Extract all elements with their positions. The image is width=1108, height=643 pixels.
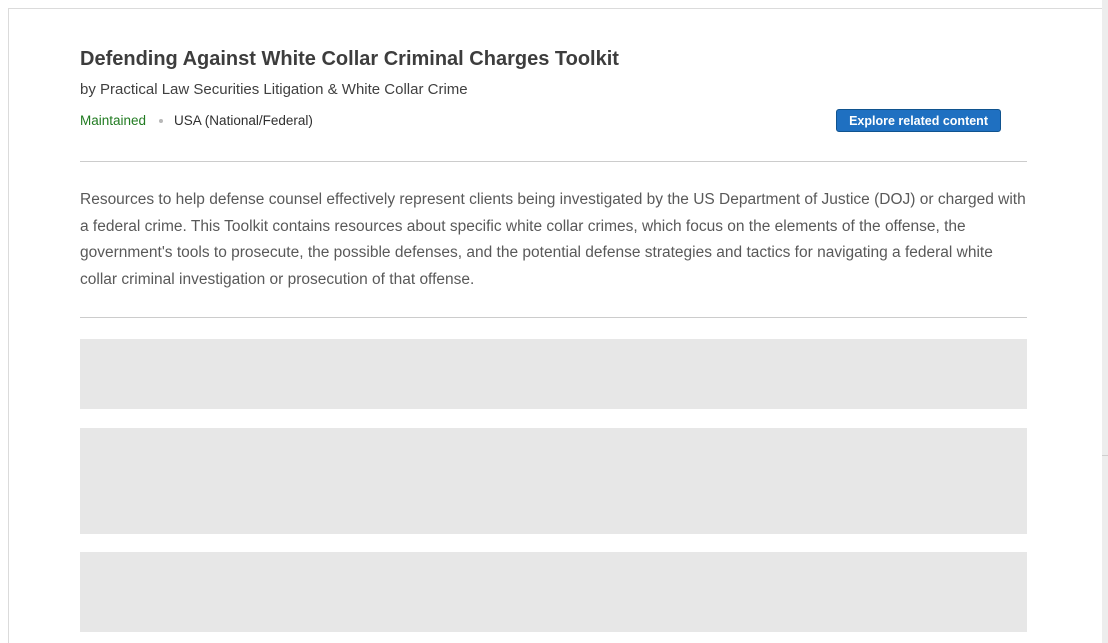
jurisdiction-label: USA (National/Federal) <box>174 113 313 128</box>
status-row: Maintained USA (National/Federal) <box>80 112 1027 129</box>
bullet-separator-icon <box>159 118 164 123</box>
document-description: Resources to help defense counsel effect… <box>80 191 1026 288</box>
document-panel: Explore related content Defending Agains… <box>8 8 1103 643</box>
byline: by Practical Law Securities Litigation &… <box>80 81 468 98</box>
scrollbar-track[interactable] <box>1102 0 1108 643</box>
content-placeholder-block <box>80 339 1027 409</box>
scrollbar-divider <box>1102 455 1108 456</box>
page-title: Defending Against White Collar Criminal … <box>80 48 619 70</box>
maintained-status-badge: Maintained <box>80 113 147 128</box>
body-divider <box>80 317 1027 318</box>
header-divider <box>80 161 1027 162</box>
content-placeholder-block <box>80 428 1027 534</box>
content-placeholder-block <box>80 552 1027 632</box>
explore-related-content-button[interactable]: Explore related content <box>836 109 1001 132</box>
document-content: Defending Against White Collar Criminal … <box>80 46 1027 632</box>
